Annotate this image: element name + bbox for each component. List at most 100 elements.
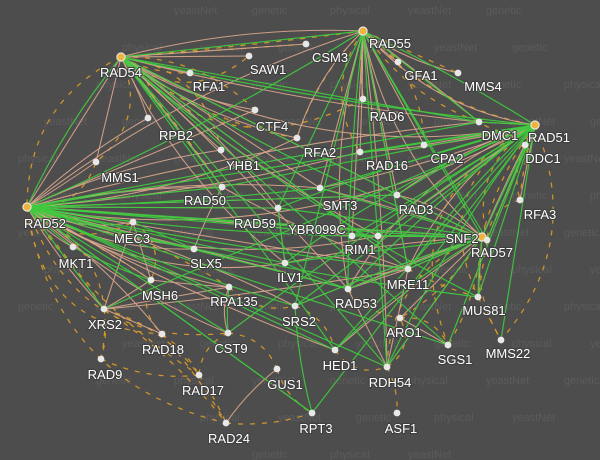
graph-node-aro1[interactable]: [396, 314, 404, 322]
graph-node-rpt3[interactable]: [308, 409, 316, 417]
edge-yeastnet: [120, 56, 191, 74]
watermark-text: yeastNet: [174, 79, 217, 91]
graph-node-rad6[interactable]: [359, 95, 367, 103]
graph-node-xrs2[interactable]: [100, 305, 108, 313]
edge-physical: [26, 206, 105, 310]
graph-node-rad16[interactable]: [356, 148, 364, 156]
graph-node-cpa2[interactable]: [420, 141, 428, 149]
edge-genetic: [26, 206, 479, 298]
graph-node-mms22[interactable]: [497, 336, 505, 344]
graph-node-rfa2[interactable]: [293, 134, 301, 142]
node-label-mus81: MUS81: [462, 303, 505, 318]
edge-yeastnet: [399, 236, 483, 319]
edge-genetic: [294, 30, 364, 307]
graph-node-rad50[interactable]: [218, 183, 226, 191]
watermark-text: physical: [434, 412, 474, 424]
graph-node-mre11[interactable]: [404, 265, 412, 273]
watermark-text: physical: [590, 190, 600, 202]
graph-node-mec3[interactable]: [129, 218, 137, 226]
node-label-rad17: RAD17: [182, 383, 224, 398]
graph-node-rpa135[interactable]: [225, 283, 233, 291]
node-label-cst9: CST9: [214, 341, 247, 356]
graph-node-rad57[interactable]: [483, 236, 491, 244]
graph-node-msh6[interactable]: [147, 276, 155, 284]
graph-node-rfa1[interactable]: [186, 69, 194, 77]
graph-node-rfa3[interactable]: [516, 196, 524, 204]
edge-yeastnet: [120, 55, 250, 83]
graph-node-rad9[interactable]: [97, 355, 105, 363]
graph-node-smt3[interactable]: [316, 184, 324, 192]
edge-genetic: [284, 124, 536, 264]
graph-node-ilv1[interactable]: [281, 259, 289, 267]
graph-node-sgs1[interactable]: [444, 341, 452, 349]
edge-genetic: [26, 206, 296, 307]
watermark-text: yeastNet: [408, 449, 451, 460]
graph-node-srs2[interactable]: [291, 302, 299, 310]
graph-node-cst9[interactable]: [224, 329, 232, 337]
graph-node-mms1[interactable]: [92, 158, 100, 166]
edge-genetic: [277, 207, 483, 238]
node-label-mkt1: MKT1: [59, 256, 94, 271]
watermark-text: physical: [564, 301, 600, 313]
graph-node-mus81[interactable]: [474, 293, 482, 301]
graph-node-csm3[interactable]: [302, 40, 310, 48]
edge-genetic: [26, 206, 449, 346]
graph-node-rad18[interactable]: [158, 330, 166, 338]
node-layer[interactable]: [22, 26, 540, 427]
edge-yeastnet: [477, 296, 502, 341]
graph-node-rad53[interactable]: [344, 285, 352, 293]
graph-node-asf1[interactable]: [393, 409, 401, 417]
node-label-rad6: RAD6: [370, 109, 405, 124]
edge-genetic: [481, 124, 536, 238]
node-label-rad55: RAD55: [369, 36, 411, 51]
edge-yeastnet: [386, 236, 483, 368]
watermark-text: genetic: [200, 338, 236, 350]
node-label-mre11: MRE11: [387, 277, 429, 292]
graph-node-rad3[interactable]: [393, 191, 401, 199]
node-label-rfa3: RFA3: [524, 207, 557, 222]
edge-genetic: [500, 124, 536, 341]
edge-yeastnet: [362, 30, 459, 74]
edge-physical: [120, 56, 286, 264]
graph-node-rad51[interactable]: [530, 120, 540, 130]
graph-node-dmc1[interactable]: [475, 118, 483, 126]
graph-node-ybr099c[interactable]: [348, 232, 356, 240]
edge-yeastnet: [198, 374, 227, 424]
edge-genetic: [221, 124, 536, 188]
node-label-hed1: HED1: [323, 358, 358, 373]
graph-node-rad52[interactable]: [22, 202, 32, 212]
graph-node-ddc1[interactable]: [521, 141, 529, 149]
graph-node-rpb2[interactable]: [144, 114, 152, 122]
graph-node-rad24[interactable]: [222, 419, 230, 427]
graph-node-hed1[interactable]: [331, 346, 339, 354]
edge-yeastnet: [103, 308, 200, 376]
graph-node-gus1[interactable]: [273, 365, 281, 373]
watermark-text: genetic: [252, 301, 288, 313]
node-label-rad52: RAD52: [24, 216, 66, 231]
graph-node-slx5[interactable]: [190, 245, 198, 253]
node-label-rad24: RAD24: [208, 431, 250, 446]
node-label-rad57: RAD57: [471, 245, 513, 260]
graph-node-rdh54[interactable]: [383, 363, 391, 371]
graph-node-yhb1[interactable]: [217, 146, 225, 154]
graph-node-rad54[interactable]: [116, 52, 126, 62]
graph-node-mkt1[interactable]: [69, 243, 77, 251]
edge-yeastnet: [161, 333, 227, 424]
node-label-csm3: CSM3: [312, 50, 348, 65]
graph-node-gfa1[interactable]: [394, 58, 402, 66]
graph-node-mms4[interactable]: [454, 69, 462, 77]
graph-node-ctf4[interactable]: [251, 106, 259, 114]
graph-node-rad55[interactable]: [358, 26, 368, 36]
edge-genetic: [362, 30, 483, 238]
graph-node-rad17[interactable]: [195, 371, 203, 379]
watermark-text: genetic: [356, 412, 392, 424]
graph-node-rim1[interactable]: [374, 232, 382, 240]
edge-physical: [362, 30, 483, 238]
node-label-aro1: ARO1: [386, 325, 421, 340]
node-label-rad51: RAD51: [528, 130, 570, 145]
graph-node-rad59[interactable]: [274, 204, 282, 212]
graph-node-saw1[interactable]: [245, 52, 253, 60]
node-label-mec3: MEC3: [114, 231, 150, 246]
